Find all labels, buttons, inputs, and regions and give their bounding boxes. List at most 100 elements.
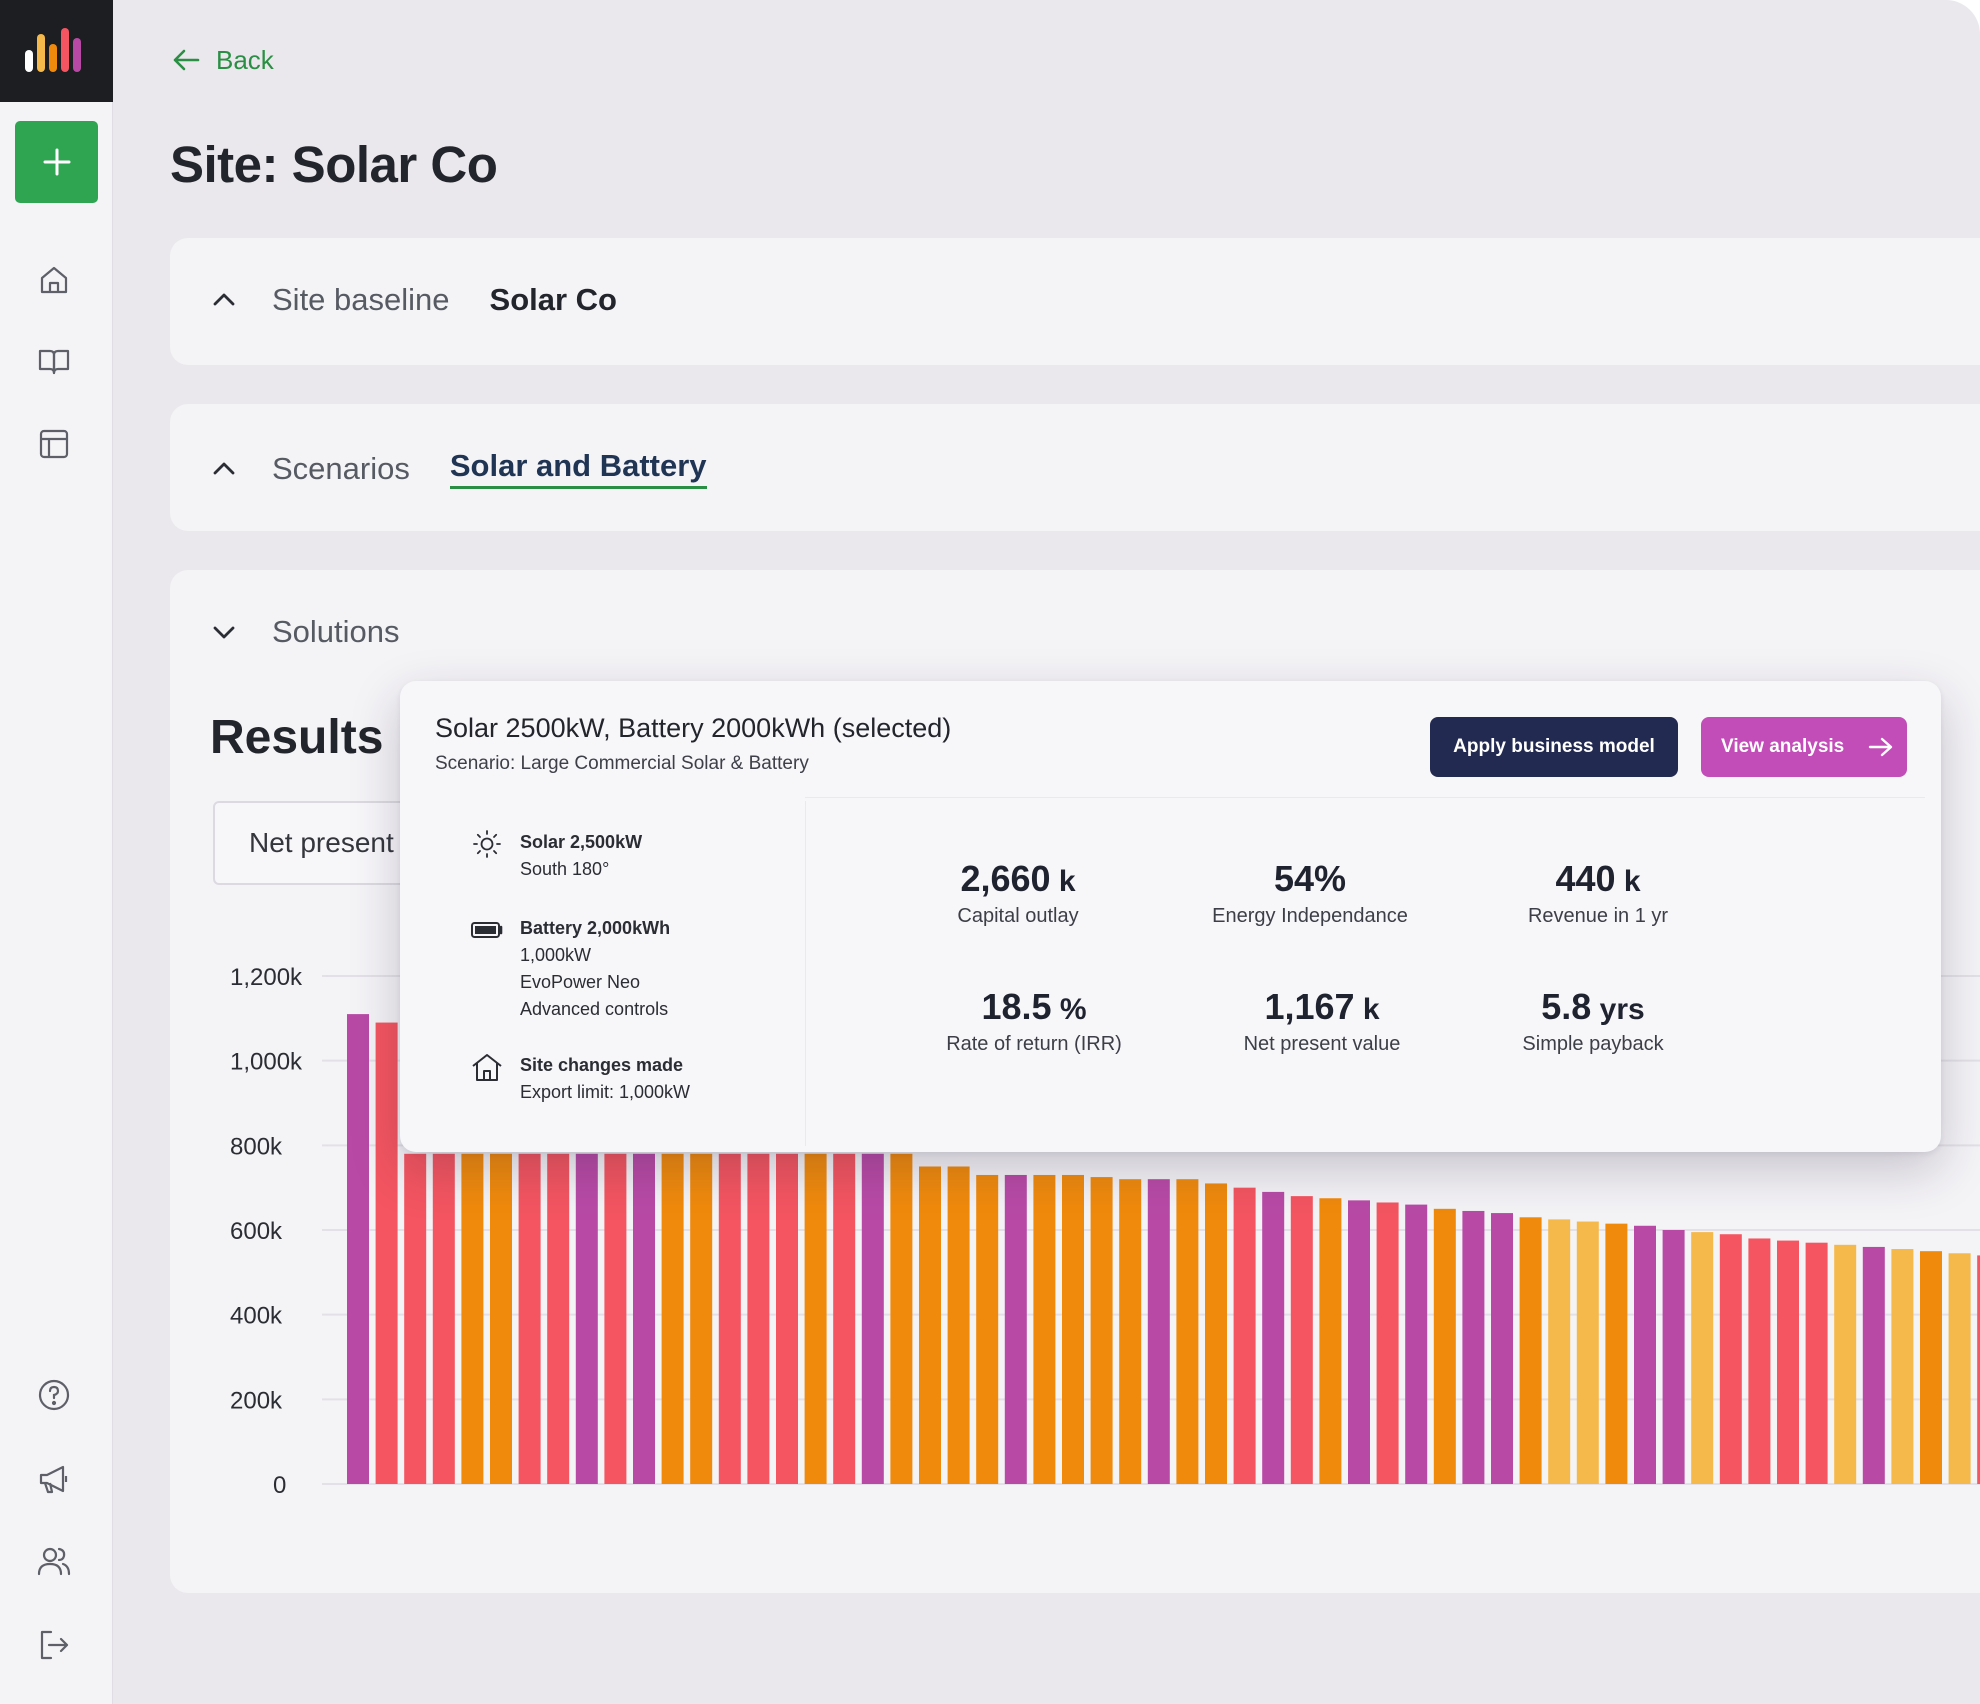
chart-bar[interactable] <box>919 1166 941 1485</box>
chart-bar[interactable] <box>1262 1191 1285 1484</box>
spec-line: Battery 2,000kWh <box>520 918 671 938</box>
spec-line: 1,000kW <box>520 945 592 965</box>
view-analysis-button[interactable]: View analysis <box>1701 717 1907 777</box>
add-button[interactable] <box>15 121 98 203</box>
spec-line: EvoPower Neo <box>520 972 641 992</box>
sidebar-item-users[interactable] <box>36 1543 72 1579</box>
chart-bar[interactable] <box>861 1153 884 1484</box>
chart-bar[interactable] <box>1090 1177 1113 1484</box>
chart-bar[interactable] <box>1862 1246 1885 1484</box>
sidebar-item-help[interactable] <box>36 1377 72 1413</box>
chart-bar[interactable] <box>947 1166 970 1485</box>
chart-bar[interactable] <box>1691 1232 1714 1484</box>
house-icon <box>472 1054 502 1081</box>
chart-bar[interactable] <box>461 1153 484 1484</box>
stat-payback: 5.8 yrs Simple payback <box>1463 986 1723 1056</box>
chart-bar[interactable] <box>347 1014 369 1484</box>
chart-bar[interactable] <box>1004 1174 1027 1484</box>
arrow-left-icon <box>173 49 200 71</box>
chart-bar[interactable] <box>1491 1213 1513 1484</box>
chart-bar[interactable] <box>1719 1234 1742 1484</box>
chart-bar[interactable] <box>1405 1204 1428 1484</box>
chart-bar[interactable] <box>1891 1249 1914 1484</box>
arrow-right-icon <box>1869 737 1893 757</box>
sidebar-item-home[interactable] <box>36 262 72 298</box>
stat-label: Energy Independance <box>1212 905 1408 927</box>
chart-bar[interactable] <box>432 1153 455 1484</box>
spec-line: Export limit: 1,000kW <box>520 1082 691 1102</box>
chart-bar[interactable] <box>604 1153 627 1484</box>
chart-bar[interactable] <box>1777 1240 1799 1484</box>
spec-solar: Solar 2,500kW South 180° <box>470 829 642 883</box>
scenario-link[interactable]: Solar and Battery <box>449 448 707 489</box>
back-link[interactable]: Back <box>170 44 274 76</box>
battery-icon <box>471 922 503 938</box>
logo-icon <box>25 28 81 72</box>
chart-bar[interactable] <box>518 1153 541 1484</box>
chart-bar[interactable] <box>1376 1202 1399 1484</box>
chart-bar[interactable] <box>1748 1238 1771 1484</box>
chart-bar[interactable] <box>1805 1242 1828 1484</box>
chart-bar[interactable] <box>1634 1225 1656 1484</box>
spec-line: Advanced controls <box>520 999 669 1019</box>
chart-bar[interactable] <box>575 1153 598 1484</box>
chevron-up-icon[interactable] <box>210 286 238 314</box>
chart-bar[interactable] <box>1062 1174 1084 1484</box>
stat-revenue: 440 k Revenue in 1 yr <box>1468 858 1728 928</box>
chart-bar[interactable] <box>1662 1230 1685 1484</box>
chevron-down-icon[interactable] <box>210 618 238 646</box>
chart-bar[interactable] <box>890 1153 913 1484</box>
chart-bar[interactable] <box>1119 1179 1142 1484</box>
chart-bar[interactable] <box>747 1153 770 1484</box>
chart-bar[interactable] <box>804 1153 827 1484</box>
site-baseline-panel: Site baseline Solar Co <box>170 238 1980 365</box>
chart-bar[interactable] <box>1033 1174 1056 1484</box>
chart-bar[interactable] <box>1834 1244 1857 1484</box>
chart-bar[interactable] <box>1948 1253 1971 1484</box>
chart-bar[interactable] <box>1176 1179 1199 1484</box>
chart-bar[interactable] <box>1548 1219 1571 1484</box>
app-logo[interactable] <box>0 0 113 102</box>
chart-bar[interactable] <box>375 1022 398 1484</box>
chevron-up-icon[interactable] <box>210 455 238 483</box>
megaphone-icon <box>39 1465 68 1494</box>
chart-bar[interactable] <box>1433 1208 1456 1484</box>
sidebar-item-library[interactable] <box>36 343 72 379</box>
apply-business-model-button[interactable]: Apply business model <box>1430 717 1678 777</box>
sidebar-item-layout[interactable] <box>36 426 72 462</box>
chart-bar[interactable] <box>633 1153 655 1484</box>
stat-unit: k <box>1354 993 1380 1026</box>
chart-bar[interactable] <box>1233 1187 1256 1484</box>
chart-bar[interactable] <box>690 1153 713 1484</box>
solution-title: Solar 2500kW, Battery 2000kWh (selected) <box>435 713 952 743</box>
chart-bar[interactable] <box>1348 1200 1370 1484</box>
chart-bar[interactable] <box>1920 1251 1942 1484</box>
stat-irr: 18.5 % Rate of return (IRR) <box>904 986 1164 1056</box>
chart-bar[interactable] <box>404 1153 427 1484</box>
chart-bar[interactable] <box>1205 1183 1227 1484</box>
chart-bar[interactable] <box>1519 1217 1542 1484</box>
chart-bar[interactable] <box>1319 1198 1342 1484</box>
chart-bar[interactable] <box>833 1153 856 1484</box>
chart-bar[interactable] <box>1147 1179 1170 1484</box>
chart-bar[interactable] <box>1977 1255 1980 1484</box>
layout-icon <box>39 429 69 459</box>
sidebar <box>0 0 113 1704</box>
book-icon <box>38 349 70 375</box>
sidebar-item-logout[interactable] <box>36 1627 72 1663</box>
stat-value: 18.5 <box>981 986 1052 1027</box>
chart-bar[interactable] <box>718 1153 741 1484</box>
chart-bar[interactable] <box>490 1153 512 1484</box>
chart-bar[interactable] <box>1605 1223 1628 1484</box>
chart-bar[interactable] <box>776 1153 798 1484</box>
chart-bar[interactable] <box>1576 1221 1599 1484</box>
spec-site-changes: Site changes made Export limit: 1,000kW <box>470 1052 690 1106</box>
chart-bar[interactable] <box>547 1153 570 1484</box>
plus-icon <box>43 148 70 176</box>
spec-line: Solar 2,500kW <box>520 832 643 852</box>
chart-bar[interactable] <box>661 1153 684 1484</box>
chart-bar[interactable] <box>976 1174 999 1484</box>
sidebar-item-announcements[interactable] <box>36 1461 72 1497</box>
chart-bar[interactable] <box>1290 1196 1313 1484</box>
chart-bar[interactable] <box>1462 1210 1485 1484</box>
